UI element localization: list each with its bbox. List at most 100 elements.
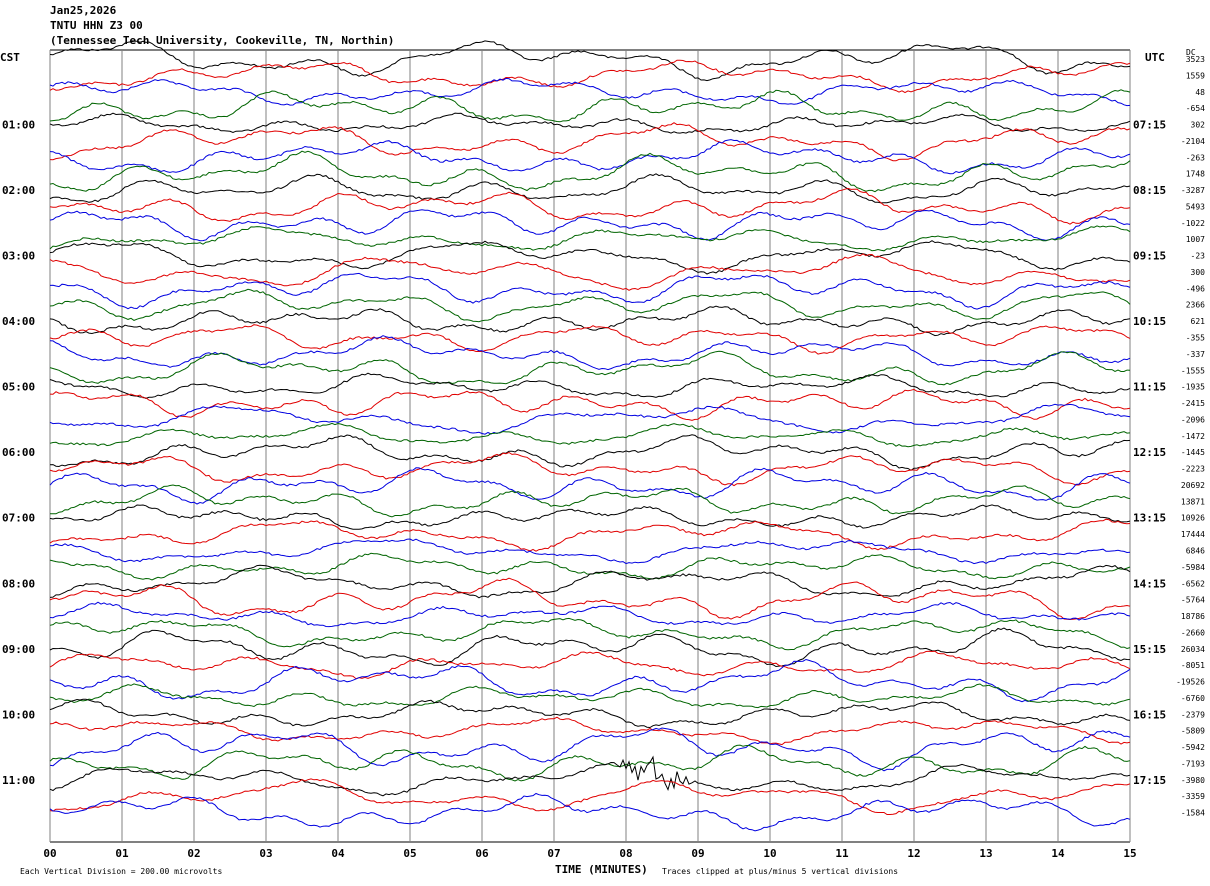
trace-line — [49, 451, 1131, 487]
dc-offset-label: 26034 — [1181, 645, 1205, 654]
dc-offset-label: -5764 — [1181, 596, 1205, 605]
trace-line — [49, 150, 1131, 193]
cst-time-label: 07:00 — [2, 512, 35, 525]
trace-line — [49, 564, 1131, 599]
dc-offset-label: 3523 — [1186, 55, 1205, 64]
trace-line — [49, 698, 1131, 729]
scale-note: Each Vertical Division = 200.00 microvol… — [20, 867, 223, 876]
trace-line — [49, 324, 1131, 355]
x-tick-label: 09 — [691, 847, 704, 860]
dc-offset-label: -1555 — [1181, 366, 1205, 375]
dc-offset-label: 6846 — [1186, 546, 1205, 555]
utc-time-label: 12:15 — [1133, 446, 1166, 459]
trace-line — [49, 577, 1131, 621]
trace-line — [49, 727, 1131, 772]
trace-line — [49, 755, 1131, 797]
dc-offset-label: -2104 — [1181, 137, 1205, 146]
dc-offset-label: 1559 — [1186, 71, 1205, 80]
dc-offset-label: -19526 — [1176, 678, 1205, 687]
trace-line — [49, 467, 1131, 505]
x-tick-label: 08 — [619, 847, 632, 860]
utc-time-label: 17:15 — [1133, 774, 1166, 787]
trace-line — [49, 77, 1131, 107]
trace-line — [49, 122, 1131, 162]
dc-offset-label: -2379 — [1181, 710, 1205, 719]
dc-title: DC — [1186, 48, 1196, 57]
x-tick-label: 01 — [115, 847, 129, 860]
dc-offset-label: 5493 — [1186, 202, 1205, 211]
trace-line — [49, 422, 1131, 448]
dc-offset-label: -263 — [1186, 153, 1205, 162]
dc-offset-label: 20692 — [1181, 481, 1205, 490]
dc-offset-label: -5984 — [1181, 563, 1205, 572]
trace-line — [49, 627, 1131, 668]
clip-note: Traces clipped at plus/minus 5 vertical … — [662, 867, 899, 876]
trace-line — [49, 538, 1131, 565]
dc-offset-label: -1584 — [1181, 809, 1205, 818]
dc-offset-label: 2366 — [1186, 301, 1205, 310]
dc-offset-label: -23 — [1191, 252, 1206, 261]
utc-time-label: 11:15 — [1133, 381, 1166, 394]
trace-line — [49, 173, 1131, 204]
cst-time-label: 05:00 — [2, 381, 35, 394]
trace-line — [49, 240, 1131, 275]
cst-time-label: 01:00 — [2, 119, 35, 132]
x-tick-label: 00 — [43, 847, 56, 860]
trace-line — [49, 59, 1131, 94]
trace-line — [49, 518, 1131, 552]
trace-line — [49, 792, 1131, 832]
dc-offset-label: -6562 — [1181, 579, 1205, 588]
x-tick-label: 12 — [907, 847, 920, 860]
header-station: TNTU HHN Z3 00 — [50, 19, 143, 32]
x-tick-label: 04 — [331, 847, 345, 860]
trace-line — [49, 601, 1131, 628]
trace-line — [49, 40, 1131, 82]
cst-time-label: 08:00 — [2, 577, 35, 590]
trace-line — [49, 272, 1131, 310]
dc-offset-label: 48 — [1195, 88, 1205, 97]
trace-line — [49, 225, 1131, 252]
dc-offset-label: 10926 — [1181, 514, 1205, 523]
dc-offset-label: 17444 — [1181, 530, 1205, 539]
dc-offset-label: -1935 — [1181, 383, 1205, 392]
trace-line — [49, 388, 1131, 421]
dc-offset-label: -1022 — [1181, 219, 1205, 228]
trace-line — [49, 403, 1131, 435]
x-tick-label: 05 — [403, 847, 416, 860]
trace-line — [49, 350, 1131, 386]
left-axis-title: CST — [0, 51, 20, 64]
dc-offset-label: -355 — [1186, 334, 1205, 343]
dc-offset-label: -3287 — [1181, 186, 1205, 195]
x-tick-label: 06 — [475, 847, 489, 860]
trace-line — [50, 484, 1131, 518]
x-tick-label: 15 — [1123, 847, 1136, 860]
x-tick-label: 13 — [979, 847, 992, 860]
trace-line — [49, 778, 1131, 815]
right-axis-title: UTC — [1145, 51, 1165, 64]
dc-offset-label: 621 — [1191, 317, 1206, 326]
dc-offset-label: -3359 — [1181, 792, 1205, 801]
utc-time-label: 15:15 — [1133, 643, 1166, 656]
dc-offset-label: -1445 — [1181, 448, 1205, 457]
header-location: (Tennessee Tech University, Cookeville, … — [50, 34, 395, 47]
utc-time-label: 16:15 — [1133, 708, 1166, 721]
x-axis-title: TIME (MINUTES) — [555, 863, 648, 876]
dc-offset-label: -2223 — [1181, 465, 1205, 474]
cst-time-label: 03:00 — [2, 250, 35, 263]
trace-line — [49, 658, 1131, 703]
dc-offset-label: -5942 — [1181, 743, 1205, 752]
dc-offset-label: 300 — [1191, 268, 1206, 277]
cst-time-label: 09:00 — [2, 643, 35, 656]
trace-line — [49, 372, 1131, 399]
dc-offset-label: 1748 — [1186, 170, 1205, 179]
trace-line — [49, 617, 1131, 651]
dc-offset-label: -1472 — [1181, 432, 1205, 441]
trace-line — [49, 716, 1131, 746]
cst-time-label: 11:00 — [2, 774, 35, 787]
trace-line — [49, 288, 1131, 323]
dc-offset-label: -5809 — [1181, 727, 1205, 736]
dc-offset-label: -654 — [1186, 104, 1205, 113]
dc-offset-label: 18786 — [1181, 612, 1205, 621]
cst-time-label: 10:00 — [2, 708, 35, 721]
x-tick-label: 10 — [763, 847, 776, 860]
